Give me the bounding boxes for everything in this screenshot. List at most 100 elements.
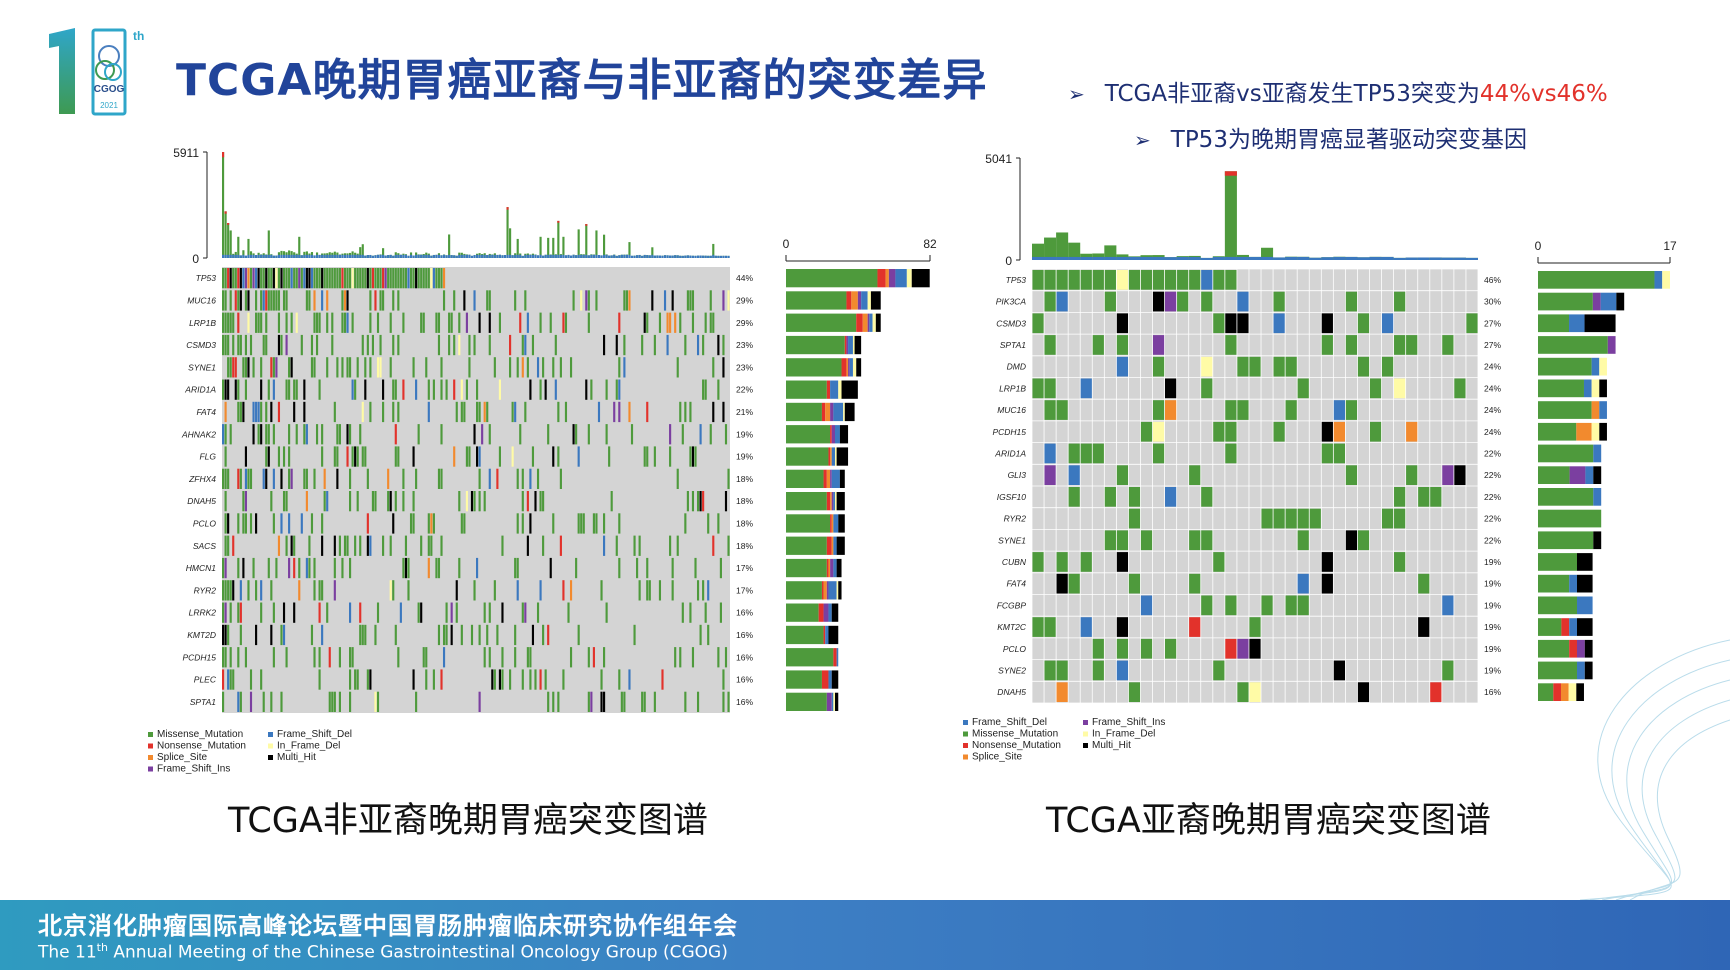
mutation-cell <box>392 379 395 400</box>
mutation-cell <box>222 268 225 289</box>
mutation-cell <box>1381 313 1394 334</box>
mutation-cell <box>349 424 352 445</box>
mutation-cell <box>249 691 253 712</box>
percent-label: 23% <box>736 340 753 350</box>
tmb-bar-segment <box>521 255 524 258</box>
mutation-cell <box>628 290 631 311</box>
freq-bar-segment <box>786 603 819 622</box>
mutation-cell <box>239 334 242 356</box>
mutation-cell <box>247 290 250 311</box>
gene-label: PCLO <box>193 518 217 528</box>
gene-label: PCDH15 <box>182 652 216 662</box>
tmb-bar-segment <box>595 254 598 258</box>
tmb-bar <box>382 248 385 258</box>
mutation-cell <box>222 647 225 668</box>
mutation-cell <box>707 624 710 646</box>
mutation-cell <box>521 513 524 534</box>
mutation-cell <box>328 268 331 289</box>
mutation-cell <box>361 401 364 423</box>
mutation-cell <box>227 580 230 601</box>
mutation-cell <box>679 647 682 668</box>
tmb-bar-segment <box>321 254 324 258</box>
mutation-cell <box>222 290 225 311</box>
mutation-cell <box>623 691 626 712</box>
mutation-cell <box>341 312 344 333</box>
tmb-bar-segment <box>1236 256 1249 260</box>
freq-bar-segment <box>836 581 839 600</box>
mutation-cell <box>481 424 484 445</box>
tmb-bar-segment <box>1369 256 1382 260</box>
mutation-cell <box>430 268 433 289</box>
mutation-cell <box>1248 617 1262 637</box>
mutation-cell <box>262 691 265 712</box>
legend-swatch <box>963 754 968 760</box>
mutation-cell <box>1285 400 1298 420</box>
mutation-cell <box>333 691 336 712</box>
mutation-cell <box>412 357 415 378</box>
mutation-cell <box>379 290 382 311</box>
freq-bar-segment <box>1583 379 1592 398</box>
tmb-max-label: 5041 <box>985 152 1012 166</box>
mutation-cell <box>524 334 527 356</box>
tmb-bar-segment <box>1068 256 1081 260</box>
gene-label: CUBN <box>1002 557 1027 567</box>
tmb-bar <box>1080 253 1093 260</box>
mutation-cell <box>1297 573 1310 594</box>
mutation-cell <box>328 647 331 668</box>
percent-label: 19% <box>1484 644 1501 654</box>
mutation-cell <box>509 334 512 356</box>
tmb-bar-segment <box>638 254 641 258</box>
mutation-cell <box>468 446 471 467</box>
mutation-cell <box>328 691 331 712</box>
legend-swatch <box>148 732 153 737</box>
legend-swatch <box>963 731 968 737</box>
mutation-cell <box>529 669 532 690</box>
tmb-bar-segment <box>270 254 273 258</box>
mutation-cell <box>326 602 329 623</box>
freq-bar-segment <box>1538 661 1577 680</box>
mutation-cell <box>1164 400 1177 420</box>
mutation-cell <box>260 357 263 378</box>
mutation-cell <box>308 535 311 556</box>
mutation-cell <box>310 268 314 289</box>
freq-bar-segment <box>1569 639 1577 658</box>
tmb-bar-segment <box>549 254 552 258</box>
mutation-cell <box>630 424 634 445</box>
freq-bar-segment <box>786 670 822 689</box>
mutation-cell <box>516 580 519 601</box>
mutation-cell <box>727 290 730 311</box>
tmb-bar <box>288 250 291 258</box>
mutation-cell <box>239 691 242 712</box>
freq-bar-segment <box>856 313 863 332</box>
tmb-bar-segment <box>1381 256 1394 260</box>
freq-bar-segment <box>867 313 870 332</box>
mutation-cell <box>722 691 725 712</box>
freq-bar-segment <box>841 380 858 399</box>
tmb-bar-segment <box>229 254 232 258</box>
mutation-cell <box>288 513 291 534</box>
tmb-bar-segment <box>1357 257 1370 260</box>
mutation-cell <box>549 312 552 333</box>
tmb-bar-segment <box>242 254 245 258</box>
mutation-cell <box>603 647 606 668</box>
mutation-cell <box>369 268 372 289</box>
mutation-cell <box>280 268 283 289</box>
gene-label: SYNE1 <box>188 362 216 372</box>
mutation-cell <box>516 357 519 378</box>
freq-bar-segment <box>851 291 858 310</box>
mutation-cell <box>455 580 458 601</box>
mutation-cell <box>478 401 481 423</box>
mutation-cell <box>346 535 349 556</box>
mutation-cell <box>331 312 334 333</box>
mutation-cell <box>442 290 446 311</box>
freq-bar-segment <box>1538 444 1594 463</box>
mutation-cell <box>641 691 644 712</box>
tmb-bar-segment <box>430 255 433 258</box>
mutation-cell <box>1369 421 1382 442</box>
mutation-cell <box>580 513 583 534</box>
freq-bar-segment <box>830 380 839 399</box>
mutation-cell <box>333 557 336 579</box>
mutation-cell <box>623 357 626 378</box>
mutation-cell <box>1297 378 1310 399</box>
mutation-cell <box>1441 465 1454 485</box>
